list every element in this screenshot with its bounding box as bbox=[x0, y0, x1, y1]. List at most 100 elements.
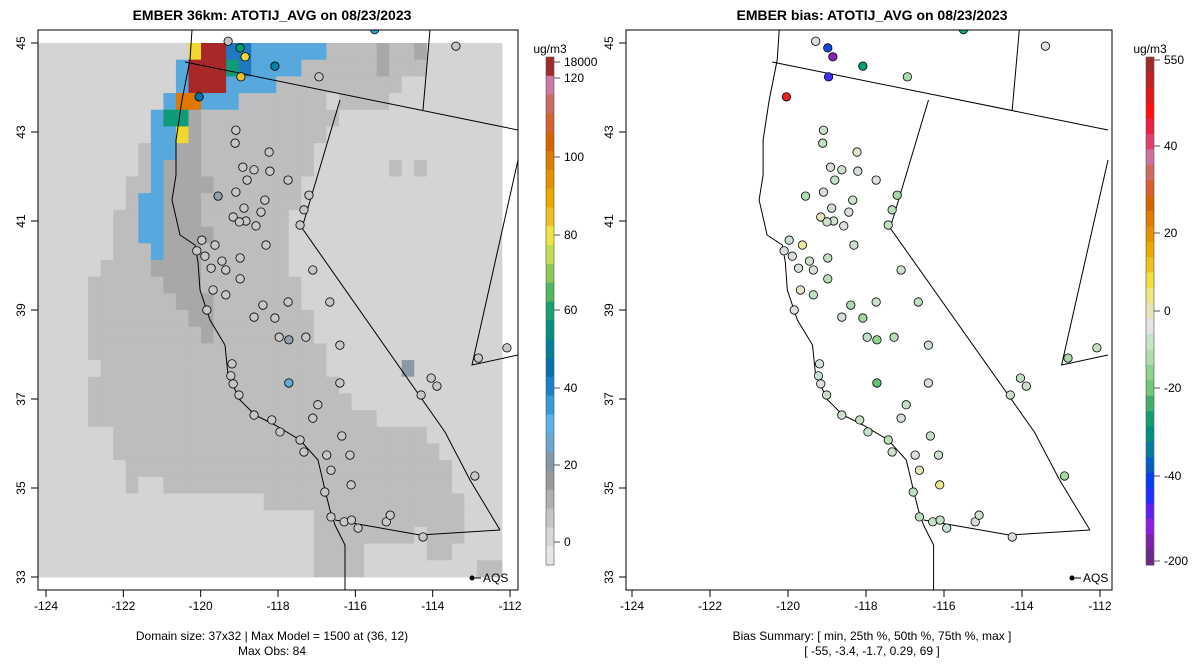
grid-cell bbox=[351, 376, 365, 394]
grid-cell bbox=[163, 410, 177, 428]
grid-cell bbox=[414, 176, 428, 194]
grid-cell bbox=[100, 526, 114, 545]
grid-cell bbox=[138, 426, 152, 444]
grid-cell bbox=[188, 209, 202, 227]
grid-cell bbox=[100, 176, 114, 194]
colorbar-swatch bbox=[1146, 87, 1154, 104]
colorbar-swatch bbox=[546, 376, 554, 397]
grid-cell bbox=[401, 43, 415, 61]
x-tick-label: -118 bbox=[854, 599, 877, 613]
grid-cell bbox=[288, 510, 302, 528]
grid-cell bbox=[451, 376, 465, 394]
grid-cell bbox=[414, 543, 428, 561]
colorbar-swatch bbox=[546, 433, 554, 453]
colorbar-swatch bbox=[1146, 103, 1154, 120]
grid-cell bbox=[426, 443, 440, 461]
grid-cell bbox=[201, 159, 214, 177]
grid-cell bbox=[276, 226, 290, 244]
grid-cell bbox=[313, 543, 327, 561]
grid-cell bbox=[389, 476, 403, 494]
x-tick-label: -120 bbox=[189, 599, 213, 613]
grid-cell bbox=[338, 193, 352, 211]
station-marker bbox=[816, 379, 826, 389]
station-marker bbox=[299, 205, 309, 215]
grid-cell bbox=[75, 276, 89, 294]
grid-cell bbox=[213, 109, 227, 127]
grid-cell bbox=[251, 126, 265, 144]
grid-cell bbox=[389, 293, 403, 311]
grid-cell bbox=[226, 193, 240, 211]
grid-cell bbox=[50, 560, 64, 578]
grid-cell bbox=[451, 426, 465, 444]
grid-cell bbox=[150, 76, 164, 94]
grid-cell bbox=[150, 176, 164, 194]
grid-cell bbox=[426, 259, 440, 278]
station-marker bbox=[808, 290, 818, 300]
grid-cell bbox=[338, 526, 352, 545]
colorbar-swatch bbox=[1146, 195, 1154, 212]
grid-cell bbox=[226, 510, 240, 528]
station-marker bbox=[779, 246, 789, 256]
grid-cell bbox=[38, 510, 51, 528]
station-marker bbox=[974, 510, 984, 520]
grid-cell bbox=[489, 326, 503, 344]
grid-cell bbox=[338, 310, 352, 328]
station-marker bbox=[1040, 41, 1051, 51]
grid-cell bbox=[175, 43, 189, 61]
grid-cell bbox=[376, 493, 390, 511]
grid-cell bbox=[75, 560, 89, 578]
grid-cell bbox=[75, 476, 89, 494]
grid-cell bbox=[88, 443, 102, 461]
x-tick-label: -124 bbox=[620, 599, 644, 613]
grid-cell bbox=[226, 310, 240, 328]
grid-cell bbox=[263, 543, 277, 561]
grid-cell bbox=[426, 560, 440, 578]
station-marker bbox=[923, 378, 934, 388]
grid-cell bbox=[251, 443, 265, 461]
grid-cell bbox=[38, 93, 51, 111]
grid-cell bbox=[288, 393, 302, 411]
grid-cell bbox=[401, 526, 415, 545]
grid-cell bbox=[175, 109, 189, 127]
grid-cell bbox=[464, 93, 478, 111]
station-marker bbox=[194, 92, 204, 102]
colorbar-swatch bbox=[546, 489, 554, 510]
station-marker bbox=[958, 30, 969, 35]
grid-cell bbox=[389, 493, 403, 511]
grid-cell bbox=[188, 393, 202, 411]
grid-cell bbox=[251, 59, 265, 77]
grid-cell bbox=[163, 393, 177, 411]
grid-cell bbox=[38, 326, 51, 344]
grid-cell bbox=[201, 343, 214, 361]
grid-cell bbox=[351, 543, 365, 561]
station-marker bbox=[238, 162, 248, 172]
grid-cell bbox=[63, 143, 77, 161]
grid-cell bbox=[251, 243, 265, 261]
grid-cell bbox=[251, 360, 265, 378]
grid-cell bbox=[163, 293, 177, 311]
grid-cell bbox=[163, 43, 177, 61]
grid-cell bbox=[451, 360, 465, 378]
grid-cell bbox=[313, 510, 327, 528]
grid-cell bbox=[163, 476, 177, 494]
grid-cell bbox=[489, 510, 503, 528]
grid-cell bbox=[338, 293, 352, 311]
grid-cell bbox=[464, 193, 478, 211]
grid-cell bbox=[451, 310, 465, 328]
grid-cell bbox=[138, 109, 152, 127]
grid-cell bbox=[150, 376, 164, 394]
grid-cell bbox=[188, 560, 202, 578]
grid-cell bbox=[175, 59, 189, 77]
grid-cell bbox=[426, 393, 440, 411]
aqs-legend-label: AQS bbox=[1083, 571, 1108, 585]
station-marker bbox=[326, 512, 336, 522]
grid-cell bbox=[75, 143, 89, 161]
station-marker bbox=[470, 471, 480, 481]
domain-summary: Domain size: 37x32 | Max Model = 1500 at… bbox=[136, 629, 408, 643]
colorbar-frame bbox=[545, 56, 555, 566]
grid-cell bbox=[414, 243, 428, 261]
colorbar-swatch bbox=[546, 395, 554, 415]
grid-cell bbox=[100, 493, 114, 511]
station-marker bbox=[818, 125, 829, 135]
station-marker bbox=[473, 353, 483, 363]
